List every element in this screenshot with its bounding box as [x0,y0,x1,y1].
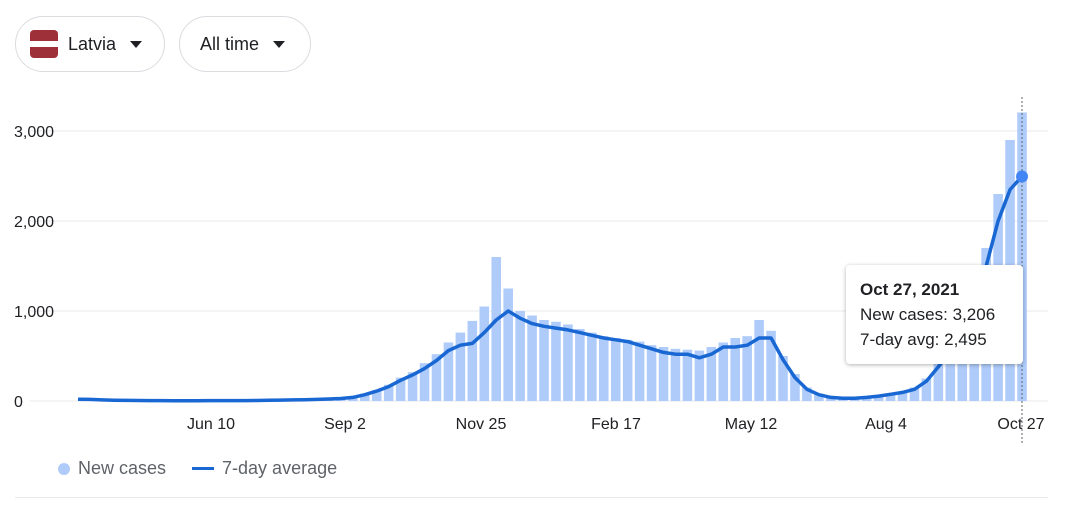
new-cases-bar [754,320,764,401]
new-cases-bar [407,372,418,401]
new-cases-bar [1017,112,1027,402]
data-tooltip: Oct 27, 2021 New cases: 3,206 7-day avg:… [846,265,1023,364]
new-cases-bar [419,363,430,401]
new-cases-bar [563,324,573,401]
new-cases-legend-dot-icon [58,462,70,475]
new-cases-bar [575,329,585,401]
new-cases-bar [634,341,645,401]
tooltip-new-cases: New cases: 3,206 [860,302,1023,327]
new-cases-bar [945,347,956,401]
new-cases-bar [610,338,621,401]
country-selector[interactable]: Latvia [15,16,165,72]
new-cases-bar [742,336,752,401]
new-cases-bar [921,378,932,401]
x-tick-label: Nov 25 [456,416,507,433]
new-cases-bar [766,330,776,401]
chart-legend: New cases 7-day average [58,458,337,479]
x-tick-label: Aug 4 [865,416,907,433]
new-cases-bar [479,306,490,401]
y-tick-label: 3,000 [14,124,54,141]
new-cases-bar [670,348,681,401]
new-cases-bar [694,350,705,401]
tooltip-avg-label: 7-day avg: [860,330,940,349]
legend-avg: 7-day average [222,458,338,478]
new-cases-bar [873,395,884,401]
new-cases-bar [622,339,633,401]
new-cases-bar [718,342,729,401]
new-cases-bar [551,321,561,401]
new-cases-bar [491,257,502,401]
new-cases-bar [909,387,920,401]
new-cases-bar [395,377,406,401]
y-tick-label: 1,000 [14,304,54,321]
new-cases-bar [802,387,812,401]
new-cases-bar [826,397,836,401]
tooltip-avg-value: 2,495 [944,330,987,349]
covid-cases-chart[interactable]: 0 1,000 2,000 3,000 Jun 10 Sep 2 Nov 25 Feb 17… [0,0,1080,450]
new-cases-bar [443,342,454,401]
y-tick-label: 2,000 [14,214,54,231]
new-cases-bar [885,393,896,401]
flag-stripe-middle [30,41,58,47]
country-label: Latvia [68,33,117,54]
new-cases-bar [598,336,609,401]
y-axis-ticks: 0 1,000 2,000 3,000 [14,124,54,411]
new-cases-bar [455,332,466,401]
new-cases-bar [790,374,800,401]
new-cases-bar [371,390,382,401]
x-tick-label: Sep 2 [324,416,366,433]
new-cases-bar [658,347,669,401]
time-range-selector[interactable]: All time [179,16,311,72]
dropdown-caret-icon [130,40,143,48]
flag-stripe-top [30,30,58,42]
tooltip-avg: 7-day avg: 2,495 [860,327,1023,352]
x-tick-label: May 12 [725,416,778,433]
new-cases-bar [933,363,944,401]
x-axis-ticks: Jun 10 Sep 2 Nov 25 Feb 17 May 12 Aug 4 Oct 27 [187,416,1045,433]
new-cases-bar [515,311,525,401]
latvia-flag-icon [30,30,58,58]
new-cases-bar [383,384,394,401]
new-cases-bar [778,356,788,401]
dropdown-caret-icon [273,40,286,48]
y-tick-label: 0 [14,394,23,411]
bottom-divider [15,497,1048,498]
new-cases-bar [730,338,740,401]
x-tick-label: Feb 17 [591,416,641,433]
avg-legend-line-icon [192,467,215,470]
new-cases-bar [897,392,908,401]
x-tick-label: Oct 27 [997,416,1044,433]
time-range-label: All time [200,33,260,54]
new-cases-bar [360,393,370,401]
flag-stripe-bottom [30,46,58,58]
new-cases-bar [682,349,693,401]
tooltip-new-cases-value: 3,206 [952,305,996,324]
legend-new-cases: New cases [78,458,167,478]
new-cases-bar [527,315,537,401]
new-cases-bar [467,320,478,401]
new-cases-bar [706,347,717,401]
new-cases-bar [861,397,872,401]
new-cases-bar [646,345,657,401]
x-tick-label: Jun 10 [187,416,235,433]
highlight-marker [1016,170,1028,183]
new-cases-bar [539,320,549,401]
new-cases-bar [814,393,824,401]
new-cases-bar [503,288,513,401]
tooltip-new-cases-label: New cases: [860,305,948,324]
new-cases-bar [431,354,442,401]
tooltip-date: Oct 27, 2021 [860,280,960,299]
new-cases-bar [587,332,597,401]
seven-day-average-line [77,175,1024,403]
